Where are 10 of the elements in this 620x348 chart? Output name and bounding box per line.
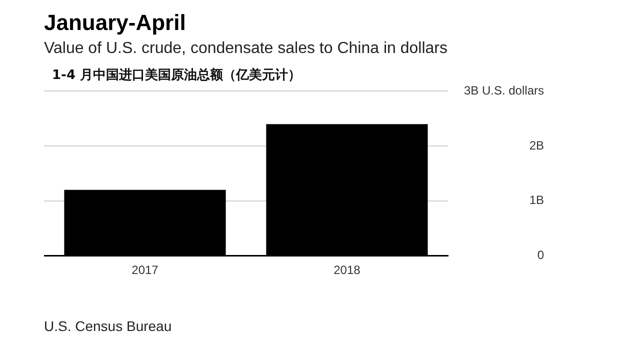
chart-title: January-April xyxy=(44,10,186,36)
x-tick-label: 2018 xyxy=(334,263,361,278)
y-tick-label: 3B U.S. dollars xyxy=(464,84,544,98)
x-tick-label: 2017 xyxy=(132,263,159,278)
text: 1-4 月中国进口美国原油总额（亿美元计） xyxy=(52,66,302,84)
chart-subtitle: Value of U.S. crude, condensate sales to China in dollars xyxy=(44,40,448,58)
y-tick-label: 2B xyxy=(529,138,544,152)
y-tick-label: 1B xyxy=(529,193,544,208)
text: U.S. Census Bureau xyxy=(44,318,172,334)
y-tick-label: 0 xyxy=(537,248,544,262)
